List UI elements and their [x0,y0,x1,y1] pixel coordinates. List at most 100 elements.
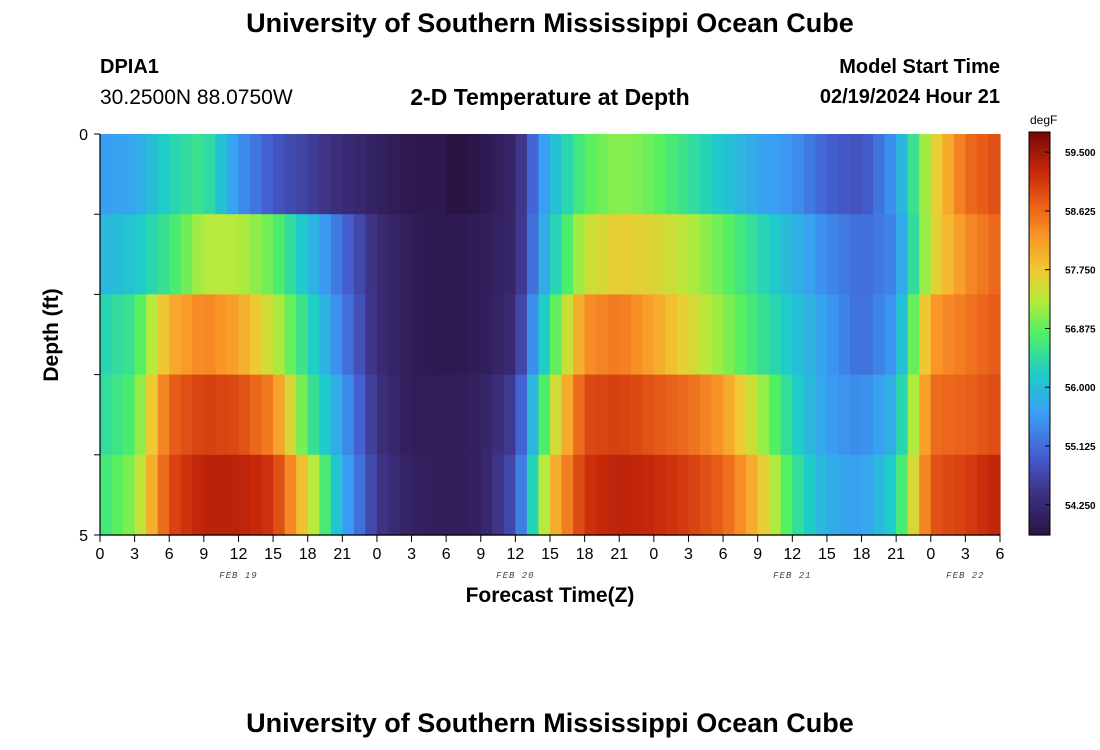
heatmap-cell [388,214,401,295]
colorbar-segment [1029,145,1050,150]
heatmap-cell [492,134,505,215]
heatmap-cell [930,454,943,536]
heatmap-cell [180,454,193,536]
heatmap-cell [688,214,701,295]
heatmap-cell [538,374,551,456]
colorbar-segment [1029,205,1050,210]
heatmap-cell [965,374,978,456]
colorbar-segment [1029,212,1050,217]
heatmap-cell [469,214,482,295]
heatmap-cell [815,134,828,215]
heatmap-cell [238,214,251,295]
heatmap-cell [330,374,343,456]
heatmap-cell [342,134,355,215]
heatmap-cell [226,374,240,456]
heatmap-cell [653,214,666,295]
heatmap-cell [953,214,966,295]
heatmap-cell [711,214,724,295]
heatmap-cell [480,454,493,536]
heatmap-cell [169,294,182,376]
heatmap-cell [400,134,413,215]
colorbar-segment [1029,262,1050,267]
colorbar-segment [1029,232,1050,237]
heatmap-cell [434,214,447,295]
heatmap-cell [907,454,920,536]
x-tick-label: 3 [684,546,693,563]
heatmap-cell [503,214,516,295]
heatmap-cell [700,134,713,215]
heatmap-cell [215,454,228,536]
heatmap-cell [180,374,193,456]
heatmap-cell [376,294,390,376]
colorbar-segment [1029,477,1050,482]
colorbar-segment [1029,249,1050,254]
colorbar-segment [1029,504,1050,509]
heatmap-cell [215,214,228,295]
heatmap-cell [434,374,447,456]
heatmap-cell [457,454,470,536]
heatmap-cell [653,294,666,376]
heatmap-cell [284,214,297,295]
heatmap-cell [123,134,136,215]
heatmap-cell [169,134,182,215]
heatmap-cell [769,214,782,295]
heatmap-cell [665,294,678,376]
heatmap-cell [215,294,228,376]
model-start-label: Model Start Time [839,56,1000,78]
colorbar-segment [1029,266,1050,271]
heatmap-cell [296,374,309,456]
heatmap-cell [607,214,620,295]
colorbar-segment [1029,313,1050,318]
station-id: DPIA1 [100,56,159,78]
colorbar-segment [1029,508,1050,513]
heatmap-cell [665,374,678,456]
colorbar-unit-label: degF [1030,113,1058,127]
heatmap-cell [550,294,563,376]
heatmap-cell [630,214,643,295]
heatmap-cell [411,454,424,536]
colorbar-segment [1029,323,1050,328]
heatmap-cell [838,294,851,376]
heatmap-cell [976,214,990,295]
colorbar-segment [1029,518,1050,523]
colorbar-segment [1029,222,1050,227]
heatmap-cell [480,214,493,295]
colorbar-segment [1029,481,1050,486]
x-tick-label: 12 [230,546,248,563]
heatmap-cell [619,134,632,215]
heatmap-cell [884,294,897,376]
heatmap-cell [146,374,159,456]
colorbar-segment [1029,182,1050,187]
colorbar-segment [1029,219,1050,224]
colorbar-tick-label: 59.500 [1065,148,1096,159]
heatmap-cell [146,134,159,215]
heatmap-cell [723,134,736,215]
colorbar-segment [1029,387,1050,392]
heatmap-cell [469,454,482,536]
heatmap-cell [734,374,747,456]
x-tick-label: 6 [996,546,1005,563]
heatmap-cell [492,294,505,376]
heatmap-cell [734,454,747,536]
heatmap-cell [296,454,309,536]
heatmap-cell [642,454,655,536]
colorbar-segment [1029,353,1050,358]
heatmap-cell [457,214,470,295]
heatmap-cell [480,294,493,376]
heatmap-cell [573,454,586,536]
colorbar-segment [1029,393,1050,398]
heatmap-cell [792,214,805,295]
heatmap-cell [492,214,505,295]
heatmap-cell [596,374,609,456]
heatmap-cell [676,454,690,536]
heatmap-cell [376,134,390,215]
heatmap-cell [503,294,516,376]
heatmap-cell [423,134,436,215]
x-axis-label: Forecast Time(Z) [465,584,635,607]
heatmap-cell [850,134,863,215]
heatmap-cell [584,134,597,215]
heatmap-cell [307,374,320,456]
heatmap-cell [538,134,551,215]
colorbar-segment [1029,179,1050,183]
colorbar-segment [1029,172,1050,177]
